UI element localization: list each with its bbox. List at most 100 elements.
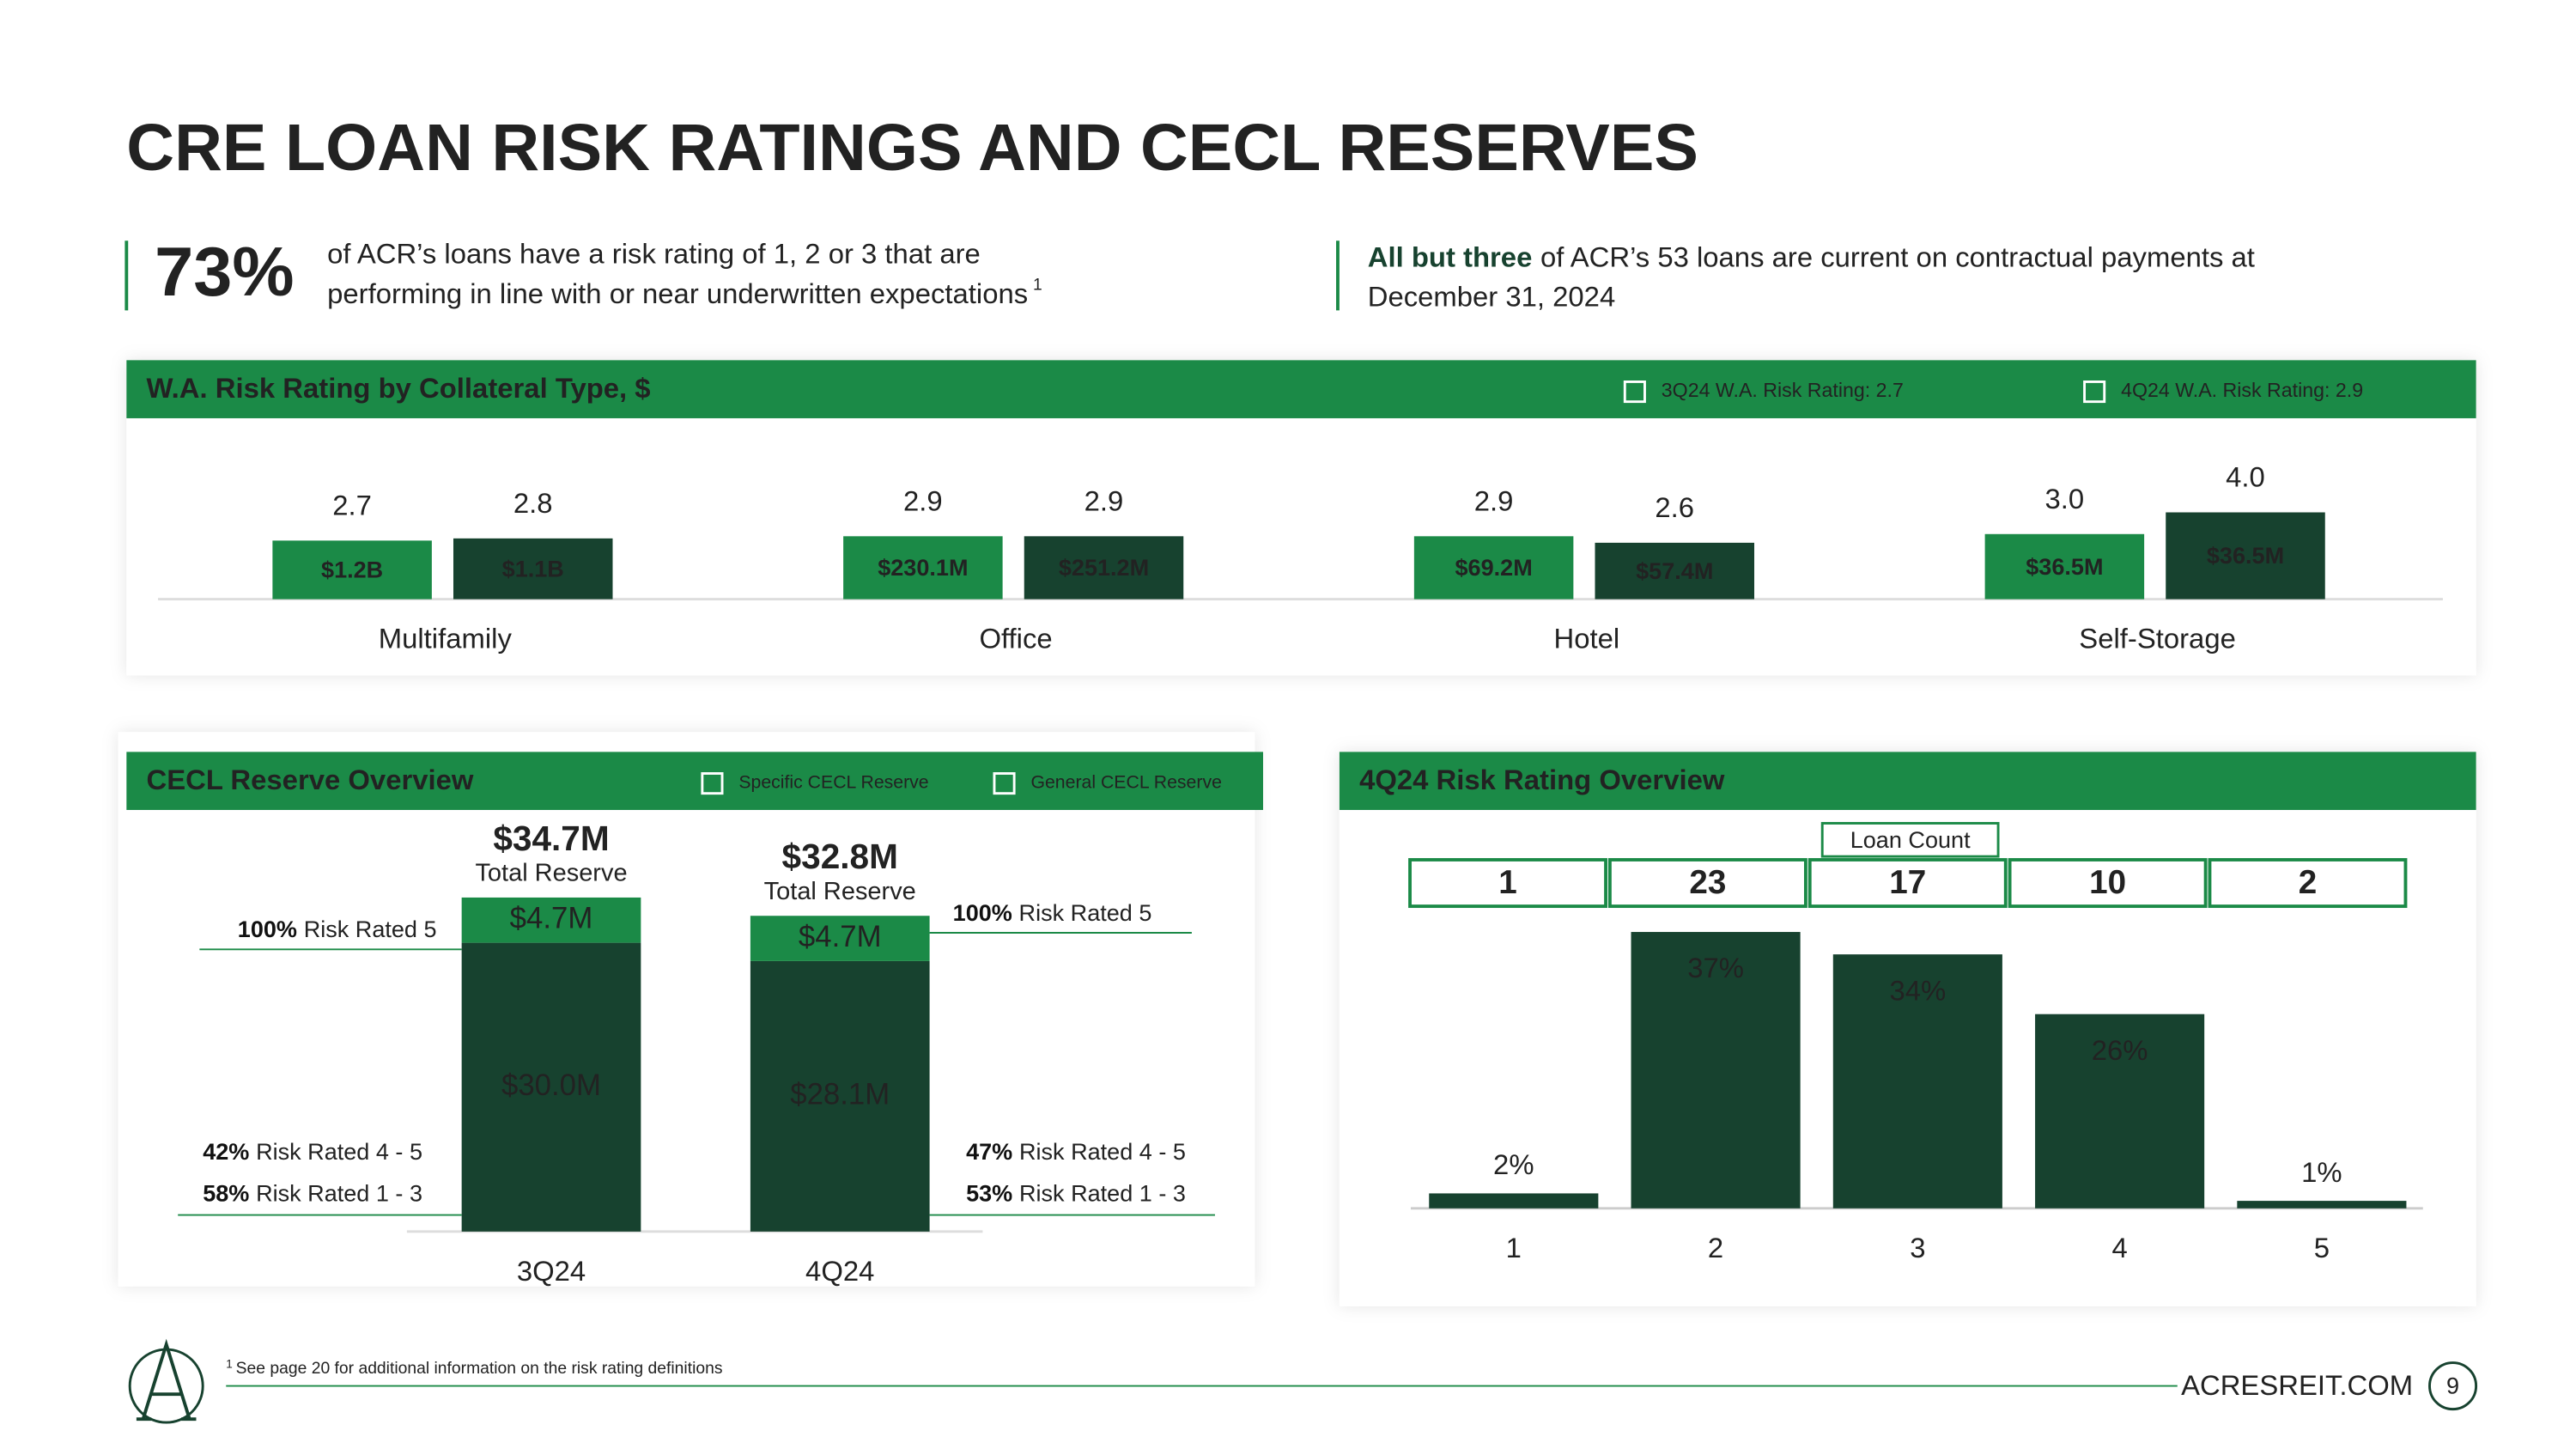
value-label: 34% [1889, 974, 1946, 1006]
callout-text: All but three of ACR’s 53 loans are curre… [1368, 240, 2255, 272]
count-label: 10 [2089, 864, 2126, 901]
legend-swatch [1623, 381, 1646, 404]
bar [1429, 1193, 1599, 1209]
count-box [2208, 858, 2408, 909]
bar [453, 538, 613, 600]
panel-header [126, 752, 1264, 811]
bar-amount: $36.5M [2207, 543, 2284, 569]
bar-amount: $57.4M [1636, 558, 1713, 584]
segment-label: $30.0M [501, 1069, 601, 1102]
bar [1413, 536, 1574, 600]
annotation-text: Risk Rated 1 - 3 [256, 1180, 422, 1206]
callout-lead: All but three [1368, 240, 1533, 272]
callout-text: December 31, 2024 [1368, 281, 1615, 313]
count-label: 2 [2299, 864, 2317, 901]
bar [1631, 932, 1801, 1209]
bar-amount: $36.5M [2026, 554, 2103, 580]
footnote: 1 See page 20 for additional information … [226, 1357, 722, 1378]
bar [2166, 512, 2325, 600]
annotation-bold: 47% [966, 1139, 1012, 1165]
value-label: 2.7 [332, 489, 372, 521]
bar-amount: $69.2M [1455, 555, 1533, 581]
bar-segment [461, 897, 641, 943]
segment-label: $4.7M [799, 921, 882, 953]
x-tick-label: Office [979, 623, 1052, 654]
bar [272, 540, 432, 600]
annotation-text: Risk Rated 1 - 3 [1019, 1180, 1186, 1206]
x-tick-label: 3 [1910, 1232, 1925, 1263]
chart-title: CECL Reserve Overview [146, 764, 473, 795]
x-tick-label: 4 [2111, 1232, 2127, 1263]
bar-amount: $230.1M [878, 555, 968, 581]
legend-swatch [701, 772, 724, 795]
segment-label: $4.7M [510, 902, 593, 935]
count-title-box [1820, 822, 2000, 858]
legend-swatch [993, 772, 1016, 795]
annotation-bold: 42% [203, 1139, 249, 1165]
annotation-bold: 100% [953, 900, 1012, 926]
count-box [1607, 858, 1807, 909]
count-title: Loan Count [1850, 827, 1971, 853]
bar [1832, 954, 2002, 1209]
bar-segment [461, 942, 641, 1232]
x-tick-label: Multifamily [379, 623, 513, 654]
annotation-text: Risk Rated 4 - 5 [1019, 1139, 1186, 1165]
count-label: 23 [1689, 864, 1726, 901]
value-label: 2.6 [1655, 491, 1694, 523]
bar [2237, 1201, 2407, 1209]
annotation: 53% Risk Rated 1 - 3 [966, 1180, 1186, 1206]
callout-text: of ACR’s loans have a risk rating of 1, … [327, 237, 981, 269]
annotation-bold: 53% [966, 1180, 1012, 1206]
annotation-text: Risk Rated 4 - 5 [256, 1139, 422, 1165]
value-label: 4.0 [2226, 461, 2265, 493]
callout-line: performing in line with or near underwri… [327, 277, 1028, 309]
value-label: 37% [1687, 952, 1744, 983]
value-label: 26% [2092, 1034, 2148, 1066]
total-label: $32.8M [782, 837, 898, 876]
bar [2035, 1014, 2205, 1209]
slide-title: CRE LOAN RISK RATINGS AND CECL RESERVES [126, 111, 1698, 185]
x-tick-label: Self-Storage [2079, 623, 2236, 654]
logo [128, 1338, 204, 1424]
bar-segment [750, 916, 930, 961]
count-label: 17 [1889, 864, 1926, 901]
count-box [2008, 858, 2208, 909]
bar-amount: $251.2M [1059, 555, 1149, 581]
value-label: 3.0 [2045, 483, 2085, 514]
callout-text: performing in line with or near underwri… [327, 276, 1042, 308]
bar-amount: $1.1B [502, 556, 564, 581]
annotation: 42% Risk Rated 4 - 5 [203, 1139, 422, 1165]
panel-header [1339, 752, 2476, 811]
legend-label: 4Q24 W.A. Risk Rating: 2.9 [2121, 379, 2363, 401]
chart-title: W.A. Risk Rating by Collateral Type, $ [146, 372, 650, 404]
annotation: 47% Risk Rated 4 - 5 [966, 1139, 1186, 1165]
charts: W.A. Risk Rating by Collateral Type, $ 3Q… [118, 360, 2476, 1306]
x-tick-label: 4Q24 [805, 1255, 874, 1287]
panel [118, 732, 1255, 1287]
x-tick-label: 3Q24 [517, 1255, 586, 1287]
value-label: 2.9 [1474, 484, 1514, 516]
annotation-text: Risk Rated 5 [1019, 900, 1152, 926]
footnote-text: See page 20 for additional information o… [236, 1360, 723, 1378]
x-tick-label: 1 [1506, 1232, 1522, 1263]
bar [1595, 542, 1755, 600]
value-label: 2.9 [903, 484, 943, 516]
annotation-bold: 100% [238, 916, 297, 942]
segment-label: $28.1M [790, 1079, 890, 1111]
total-label: $34.7M [493, 819, 609, 858]
count-box [1408, 858, 1607, 909]
bar [843, 536, 1003, 600]
annotation-text: Risk Rated 5 [304, 916, 437, 942]
x-tick-label: 5 [2314, 1232, 2330, 1263]
page-circle [2428, 1361, 2478, 1411]
count-label: 1 [1498, 864, 1516, 901]
note-ref: 1 [1033, 276, 1042, 294]
page-number: 9 [2446, 1373, 2459, 1399]
value-label: 2.8 [513, 487, 553, 519]
legend-label: General CECL Reserve [1030, 772, 1221, 793]
callout-figure: 73% [155, 234, 294, 311]
value-label: 1% [2301, 1156, 2342, 1188]
bar-segment [750, 960, 930, 1232]
chart-title: 4Q24 Risk Rating Overview [1359, 764, 1725, 795]
